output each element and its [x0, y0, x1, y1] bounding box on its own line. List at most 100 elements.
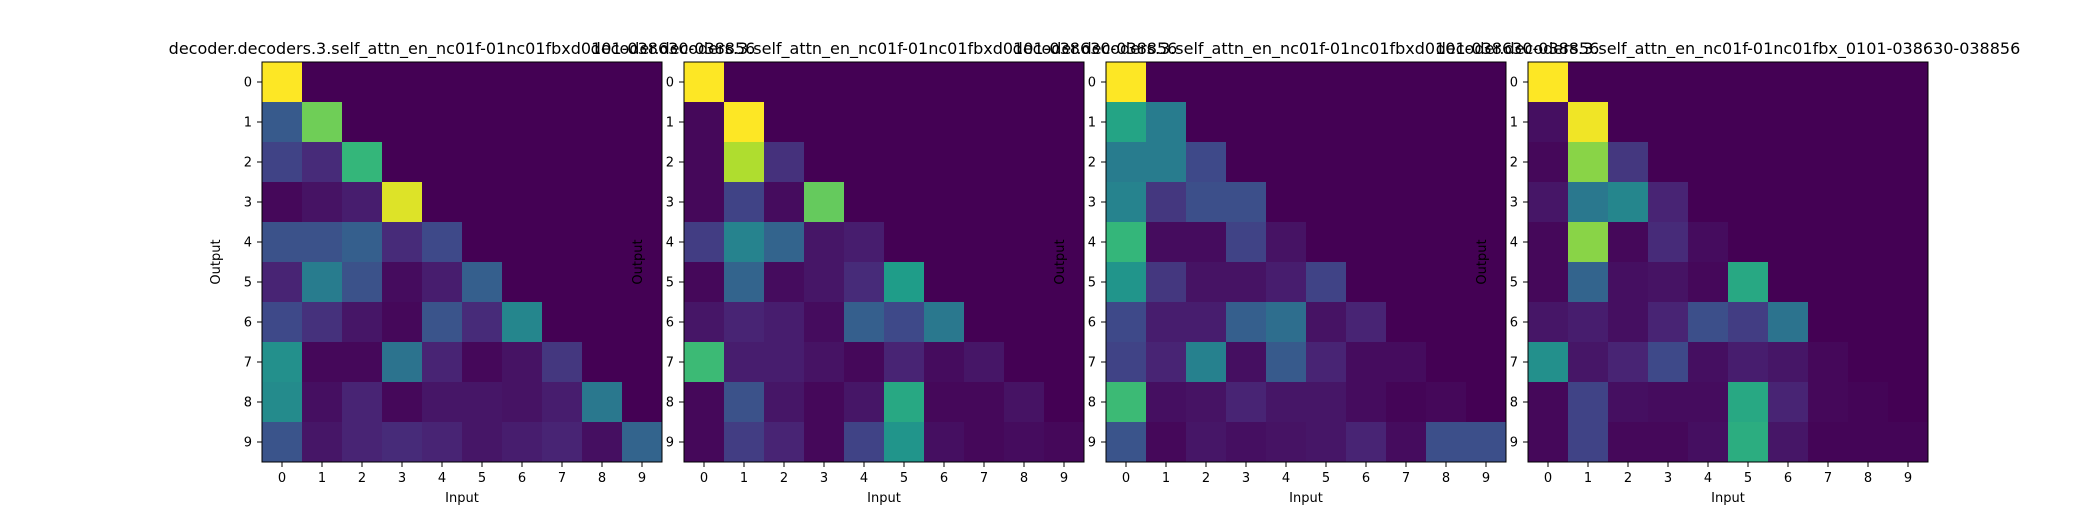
heatmap-cell	[1648, 142, 1689, 183]
heatmap-cell	[844, 222, 885, 263]
y-tick-label: 1	[1510, 116, 1518, 131]
heatmap-cell	[1848, 302, 1889, 343]
heatmap-panel-2: 0 1 2 3 4 5 6 7 8 9 0 1 2 3 4 5 6 7 8 9 Input Output	[631, 61, 1085, 506]
heatmap-cell	[1106, 302, 1147, 343]
y-tick-label: 4	[1510, 236, 1518, 251]
heatmap-cell	[622, 182, 663, 223]
heatmap-cell	[1648, 342, 1689, 383]
heatmap-cell	[462, 262, 503, 303]
heatmap-cell	[684, 142, 725, 183]
heatmap-cell	[622, 222, 663, 263]
heatmap-cell	[1608, 142, 1649, 183]
y-tick-label: 1	[666, 116, 674, 131]
heatmap-cell	[684, 302, 725, 343]
heatmap-cell	[542, 142, 583, 183]
heatmap-cell	[1728, 262, 1769, 303]
heatmap-cell	[924, 422, 965, 463]
heatmap-cell	[764, 182, 805, 223]
heatmap-cell	[684, 222, 725, 263]
heatmap-cell	[1386, 62, 1427, 103]
heatmap-cell	[1186, 422, 1227, 463]
y-tick-label: 8	[1088, 396, 1096, 411]
heatmap-cell	[1044, 342, 1085, 383]
x-axis-label: Input	[1289, 491, 1323, 506]
heatmap-cell	[1608, 302, 1649, 343]
heatmap-cell	[1648, 382, 1689, 423]
heatmap-cell	[1146, 342, 1187, 383]
heatmap-cell	[964, 422, 1005, 463]
heatmap-cell	[724, 382, 765, 423]
heatmap-cell	[1888, 382, 1929, 423]
heatmap-cell	[1186, 102, 1227, 143]
heatmap-cell	[1528, 382, 1569, 423]
heatmap-cell	[764, 422, 805, 463]
chart-title: decoder.decoders.3.self_attn_en_nc01f-01…	[1013, 39, 1600, 59]
heatmap-cell	[462, 382, 503, 423]
x-tick-label: 8	[1864, 471, 1872, 486]
heatmap-cell	[964, 62, 1005, 103]
heatmap-cell	[1608, 182, 1649, 223]
heatmap-cell	[422, 262, 463, 303]
heatmap-cell	[1808, 342, 1849, 383]
heatmap-cell	[502, 142, 543, 183]
heatmap-cell	[1004, 182, 1045, 223]
heatmap-cell	[622, 62, 663, 103]
heatmap-cell	[1186, 302, 1227, 343]
x-axis-label: Input	[867, 491, 901, 506]
x-tick-label: 0	[1544, 471, 1552, 486]
heatmap-cell	[1266, 182, 1307, 223]
heatmap-cell	[1346, 382, 1387, 423]
x-tick-label: 0	[700, 471, 708, 486]
heatmap-cell	[1306, 182, 1347, 223]
heatmap-cell	[1808, 62, 1849, 103]
heatmap-cell	[262, 262, 303, 303]
heatmap-cell	[724, 182, 765, 223]
heatmap-cell	[1146, 422, 1187, 463]
heatmap-cell	[924, 262, 965, 303]
y-tick-label: 4	[244, 236, 252, 251]
heatmap-cell	[502, 382, 543, 423]
y-axis-label: Output	[209, 239, 224, 284]
heatmap-cell	[1568, 302, 1609, 343]
x-tick-label: 1	[1162, 471, 1170, 486]
heatmap-cell	[1688, 262, 1729, 303]
heatmap-cell	[1768, 182, 1809, 223]
heatmap-cell	[1568, 102, 1609, 143]
y-tick-label: 1	[244, 116, 252, 131]
heatmap-cell	[1004, 422, 1045, 463]
y-tick-label: 5	[1088, 276, 1096, 291]
y-tick-label: 0	[1088, 76, 1096, 91]
y-tick-label: 0	[1510, 76, 1518, 91]
heatmap-cell	[422, 142, 463, 183]
heatmap-cell	[1004, 382, 1045, 423]
heatmap-cell	[1466, 182, 1507, 223]
heatmap-cell	[1768, 222, 1809, 263]
heatmap-cell	[844, 62, 885, 103]
x-tick-label: 9	[1904, 471, 1912, 486]
heatmap-cell	[302, 62, 343, 103]
heatmap-cell	[1004, 102, 1045, 143]
heatmap-cell	[462, 62, 503, 103]
heatmap-cell	[1004, 262, 1045, 303]
axes-frame	[1105, 61, 1507, 463]
heatmap-cell	[382, 422, 423, 463]
heatmap-cell	[1266, 422, 1307, 463]
y-tick-label: 9	[666, 436, 674, 451]
heatmap-cell	[582, 222, 623, 263]
heatmap-cell	[1466, 262, 1507, 303]
chart-title: decoder.decoders.3.self_attn_en_nc01f-01…	[1436, 39, 2021, 59]
heatmap-cell	[1466, 62, 1507, 103]
x-tick-label: 4	[1704, 471, 1712, 486]
heatmap-cell	[302, 422, 343, 463]
heatmap-cell	[1186, 262, 1227, 303]
heatmap-cell	[964, 342, 1005, 383]
heatmap-cell	[1266, 142, 1307, 183]
heatmap-cell	[1728, 62, 1769, 103]
heatmap-cell	[1728, 342, 1769, 383]
heatmap-cell	[622, 422, 663, 463]
heatmap-cell	[1306, 102, 1347, 143]
heatmap-cell	[1306, 222, 1347, 263]
heatmap-cell	[1728, 102, 1769, 143]
heatmap-cell	[1688, 422, 1729, 463]
heatmap-cell	[462, 302, 503, 343]
